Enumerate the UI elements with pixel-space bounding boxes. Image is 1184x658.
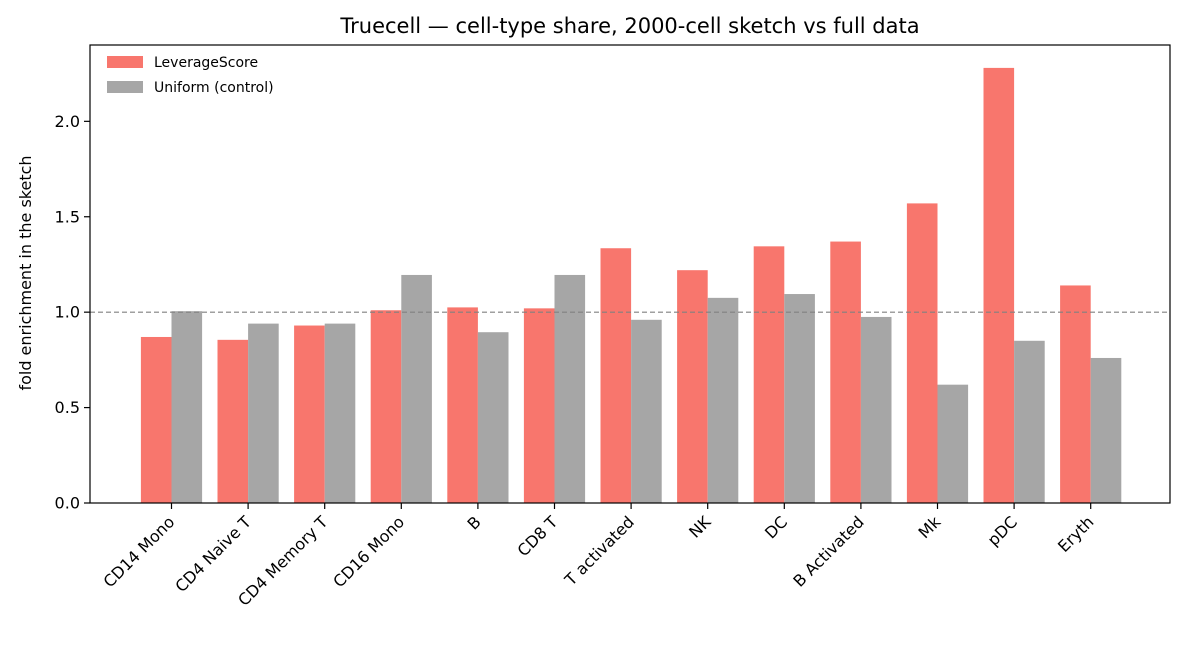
bar-leveragescore-10 <box>906 203 938 503</box>
x-tick-label: CD16 Mono <box>329 512 408 591</box>
x-tick-label: CD14 Mono <box>100 512 179 591</box>
bar-uniform-3 <box>401 274 432 503</box>
x-tick-label: B <box>464 512 485 533</box>
bar-leveragescore-11 <box>983 67 1015 504</box>
bar-uniform-10 <box>937 384 969 503</box>
bar-uniform-4 <box>477 332 509 503</box>
bar-leveragescore-3 <box>370 310 402 503</box>
legend-label-leveragescore: LeverageScore <box>154 55 258 71</box>
bar-leveragescore-12 <box>1060 285 1091 503</box>
bar-uniform-2 <box>324 323 356 503</box>
legend-swatch-uniform <box>107 81 143 93</box>
x-tick-label: pDC <box>984 512 1021 549</box>
plot-frame <box>89 44 1171 504</box>
x-tick-label: Mk <box>915 512 945 542</box>
y-tick-label: 1.0 <box>55 303 80 322</box>
bar-leveragescore-6 <box>600 248 632 503</box>
y-tick-label: 1.5 <box>55 207 80 226</box>
bar-uniform-6 <box>631 319 662 503</box>
bar-uniform-9 <box>860 316 892 503</box>
bar-leveragescore-2 <box>294 325 325 503</box>
bar-uniform-11 <box>1014 340 1045 503</box>
y-tick-label: 0.5 <box>55 398 80 417</box>
y-tick-label: 2.0 <box>55 112 80 131</box>
bar-leveragescore-8 <box>753 246 785 503</box>
bar-leveragescore-0 <box>140 336 172 503</box>
bar-uniform-1 <box>248 323 279 503</box>
y-axis-label: fold enrichment in the sketch <box>16 155 35 390</box>
x-tick-label: CD4 Naive T <box>171 512 255 596</box>
bars-group <box>140 67 1122 504</box>
x-tick-label: CD8 T <box>514 512 562 560</box>
bar-uniform-0 <box>171 311 203 503</box>
x-tick-label: B Activated <box>789 512 867 590</box>
legend-label-uniform: Uniform (control) <box>154 80 274 96</box>
y-tick-label: 0.0 <box>55 494 80 513</box>
x-tick-label: NK <box>685 512 715 542</box>
y-axis-ticks: 0.0 0.5 1.0 1.5 2.0 <box>55 112 90 513</box>
bar-leveragescore-5 <box>523 308 555 503</box>
legend: LeverageScore Uniform (control) <box>107 55 274 96</box>
bar-uniform-8 <box>784 294 815 503</box>
bar-uniform-7 <box>707 297 739 503</box>
bar-uniform-12 <box>1090 357 1122 503</box>
bar-leveragescore-9 <box>830 241 861 503</box>
bar-leveragescore-7 <box>677 270 708 503</box>
x-tick-label: DC <box>761 512 791 542</box>
legend-swatch-leveragescore <box>107 56 143 68</box>
bar-uniform-5 <box>554 274 586 503</box>
x-tick-label: Eryth <box>1054 512 1098 556</box>
bar-leveragescore-1 <box>217 339 249 503</box>
chart-title: Truecell — cell-type share, 2000-cell sk… <box>339 14 919 38</box>
bar-leveragescore-4 <box>447 307 478 503</box>
x-tick-label: T activated <box>560 512 638 590</box>
